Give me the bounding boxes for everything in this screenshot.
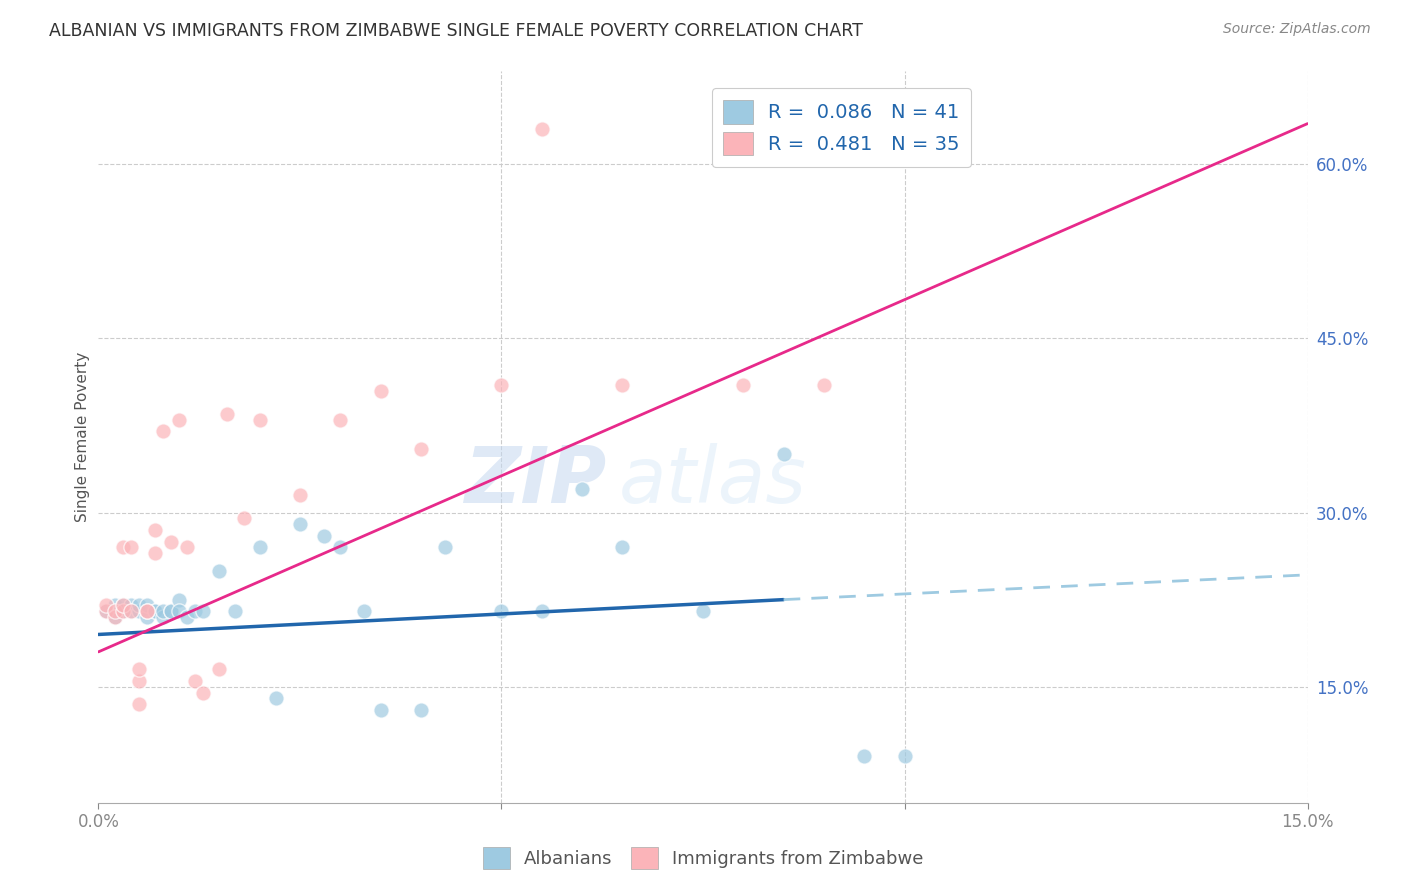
- Point: [288, 517, 311, 532]
- Point: [143, 604, 166, 618]
- Legend: R =  0.086   N = 41, R =  0.481   N = 35: R = 0.086 N = 41, R = 0.481 N = 35: [711, 88, 972, 167]
- Point: [491, 604, 513, 618]
- Point: [193, 604, 215, 618]
- Point: [143, 604, 166, 618]
- Point: [208, 564, 231, 578]
- Point: [184, 604, 207, 618]
- Point: [111, 541, 134, 555]
- Point: [249, 412, 271, 426]
- Point: [853, 749, 876, 764]
- Point: [232, 511, 254, 525]
- Point: [530, 604, 553, 618]
- Point: [176, 610, 198, 624]
- Point: [733, 377, 755, 392]
- Point: [128, 673, 150, 688]
- Point: [128, 697, 150, 711]
- Point: [208, 662, 231, 676]
- Point: [120, 604, 142, 618]
- Point: [530, 122, 553, 136]
- Point: [353, 604, 375, 618]
- Y-axis label: Single Female Poverty: Single Female Poverty: [75, 352, 90, 522]
- Point: [111, 599, 134, 613]
- Point: [135, 604, 157, 618]
- Text: ALBANIAN VS IMMIGRANTS FROM ZIMBABWE SINGLE FEMALE POVERTY CORRELATION CHART: ALBANIAN VS IMMIGRANTS FROM ZIMBABWE SIN…: [49, 22, 863, 40]
- Point: [103, 610, 125, 624]
- Point: [329, 541, 352, 555]
- Point: [813, 377, 835, 392]
- Point: [111, 599, 134, 613]
- Text: Source: ZipAtlas.com: Source: ZipAtlas.com: [1223, 22, 1371, 37]
- Point: [103, 610, 125, 624]
- Point: [772, 448, 794, 462]
- Point: [135, 604, 157, 618]
- Point: [120, 604, 142, 618]
- Point: [160, 534, 183, 549]
- Point: [103, 604, 125, 618]
- Point: [152, 604, 174, 618]
- Point: [167, 604, 190, 618]
- Point: [152, 424, 174, 438]
- Point: [167, 592, 190, 607]
- Point: [120, 541, 142, 555]
- Point: [96, 604, 118, 618]
- Point: [409, 442, 432, 456]
- Point: [217, 407, 239, 421]
- Point: [120, 599, 142, 613]
- Point: [692, 604, 714, 618]
- Legend: Albanians, Immigrants from Zimbabwe: Albanians, Immigrants from Zimbabwe: [474, 838, 932, 879]
- Point: [491, 377, 513, 392]
- Point: [370, 703, 392, 717]
- Point: [128, 599, 150, 613]
- Point: [167, 412, 190, 426]
- Point: [111, 604, 134, 618]
- Point: [370, 384, 392, 398]
- Point: [612, 541, 634, 555]
- Point: [160, 604, 183, 618]
- Point: [143, 523, 166, 537]
- Point: [111, 604, 134, 618]
- Point: [249, 541, 271, 555]
- Point: [329, 412, 352, 426]
- Point: [143, 546, 166, 560]
- Point: [96, 599, 118, 613]
- Point: [409, 703, 432, 717]
- Point: [176, 541, 198, 555]
- Point: [103, 599, 125, 613]
- Point: [184, 673, 207, 688]
- Point: [128, 604, 150, 618]
- Point: [96, 604, 118, 618]
- Point: [135, 599, 157, 613]
- Text: atlas: atlas: [619, 443, 806, 519]
- Text: ZIP: ZIP: [464, 443, 606, 519]
- Point: [128, 662, 150, 676]
- Point: [314, 529, 336, 543]
- Point: [571, 483, 593, 497]
- Point: [224, 604, 246, 618]
- Point: [193, 685, 215, 699]
- Point: [152, 610, 174, 624]
- Point: [288, 488, 311, 502]
- Point: [264, 691, 287, 706]
- Point: [160, 604, 183, 618]
- Point: [135, 610, 157, 624]
- Point: [434, 541, 457, 555]
- Point: [893, 749, 915, 764]
- Point: [612, 377, 634, 392]
